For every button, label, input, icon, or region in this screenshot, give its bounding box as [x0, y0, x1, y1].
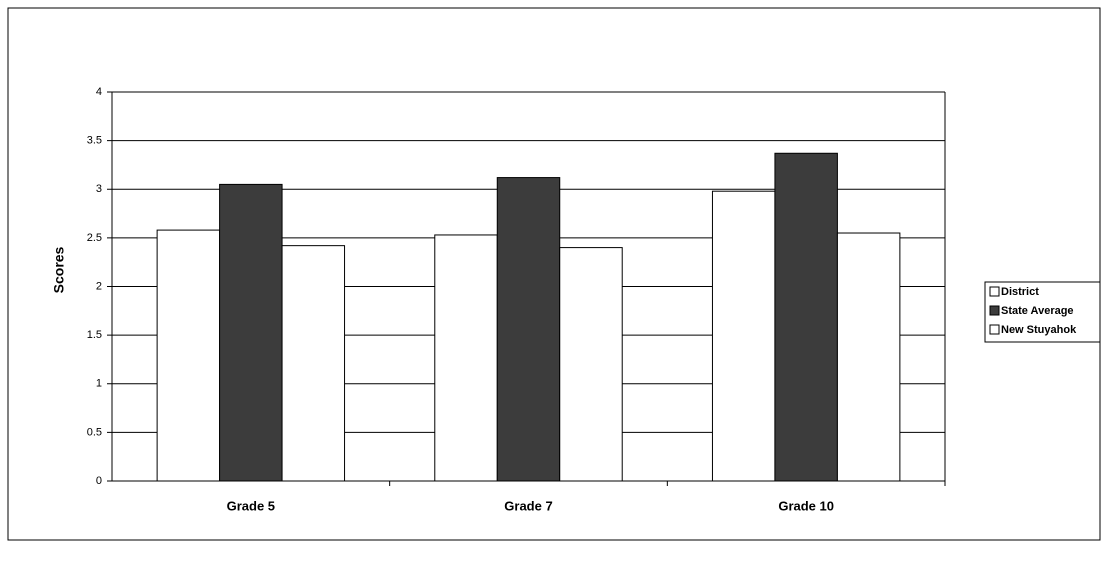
legend-swatch: [989, 305, 1000, 316]
bar: [281, 245, 346, 482]
y-tick-label: 1: [96, 378, 102, 390]
legend-swatch: [989, 286, 1000, 297]
bar: [836, 232, 901, 482]
bar: [496, 177, 561, 482]
chart-border: [7, 7, 1101, 541]
y-tick-label: 0: [96, 475, 102, 487]
bar: [774, 152, 838, 482]
legend-label: District: [1001, 286, 1039, 298]
y-tick-label: 4: [96, 86, 102, 98]
bar: [711, 190, 776, 482]
bar: [219, 183, 283, 482]
legend-label: New Stuyahok: [1001, 324, 1077, 336]
bar: [434, 234, 498, 482]
y-tick-label: 2: [96, 280, 102, 292]
y-tick-label: 2.5: [87, 232, 102, 244]
x-tick-label: Grade 10: [778, 498, 834, 513]
legend-swatch: [989, 324, 1000, 335]
y-tick-label: 3.5: [87, 135, 102, 147]
y-axis-label: Scores: [51, 246, 67, 293]
x-tick-label: Grade 7: [504, 498, 552, 513]
bar: [559, 247, 623, 482]
legend-box: [984, 281, 1101, 343]
legend-label: State Average: [1001, 305, 1074, 317]
y-tick-label: 1.5: [87, 329, 102, 341]
y-tick-label: 0.5: [87, 426, 102, 438]
bar: [156, 229, 221, 482]
x-tick-label: Grade 5: [227, 498, 275, 513]
y-tick-label: 3: [96, 183, 102, 195]
